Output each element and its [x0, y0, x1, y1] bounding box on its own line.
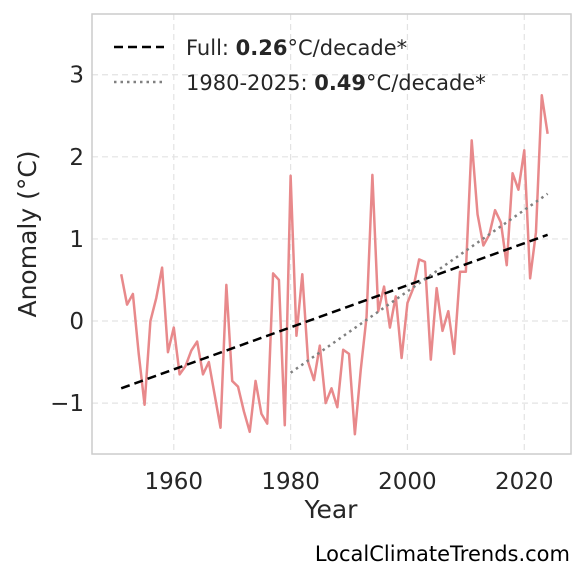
grid-layer: [92, 14, 571, 454]
plot-area-background: [92, 14, 571, 454]
x-tick-label: 2020: [495, 469, 554, 495]
plot-frame: [91, 13, 572, 455]
footer-credit: LocalClimateTrends.com: [315, 542, 570, 566]
y-tick-label: 1: [69, 227, 84, 253]
legend: Full: 0.26°C/decade* 1980-2025: 0.49°C/d…: [114, 36, 486, 95]
y-tick-label: 0: [69, 309, 84, 335]
legend-full-suffix: °C/decade*: [288, 36, 408, 60]
y-tick-label: 3: [69, 63, 84, 89]
y-tick-label: −1: [50, 391, 84, 417]
legend-full-value: 0.26: [236, 36, 288, 60]
legend-entry-1980: 1980-2025: 0.49°C/decade*: [186, 71, 486, 95]
series-layer: [119, 94, 549, 436]
trend-line-1980: [289, 192, 549, 374]
x-tick-label: 2000: [378, 469, 437, 495]
legend-1980-suffix: °C/decade*: [366, 71, 486, 95]
y-tick-label: 2: [69, 145, 84, 171]
y-axis-label: Anomaly (°C): [13, 150, 42, 317]
legend-entry-full: Full: 0.26°C/decade*: [186, 36, 407, 60]
observed-anomaly-line: [119, 94, 549, 436]
trend-line-full: [120, 233, 549, 390]
tick-layer: 1960 1980 2000 2020 −1 0 1 2 3: [50, 63, 553, 495]
legend-full-prefix: Full:: [186, 36, 236, 60]
legend-1980-prefix: 1980-2025:: [186, 71, 314, 95]
x-tick-label: 1980: [261, 469, 320, 495]
x-tick-label: 1960: [145, 469, 204, 495]
legend-1980-value: 0.49: [314, 71, 366, 95]
x-axis-label: Year: [304, 495, 359, 524]
